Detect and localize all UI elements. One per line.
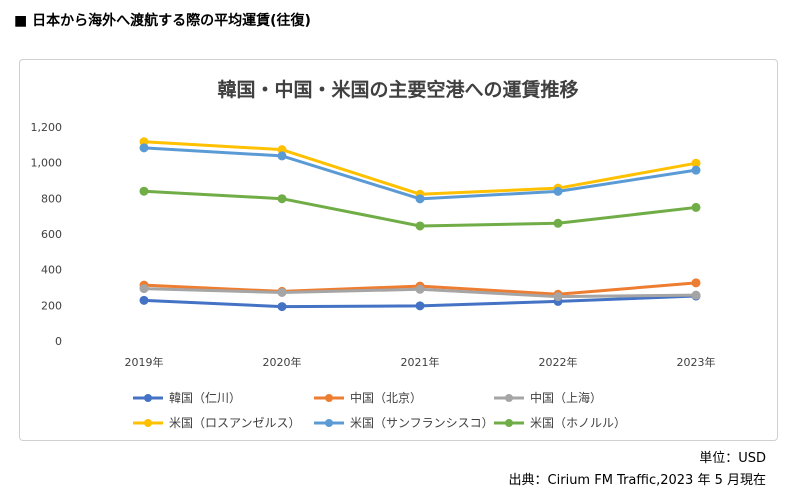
line-chart: 韓国・中国・米国の主要空港への運賃推移 0 200 400 600 800 1,000 1,… <box>31 78 716 430</box>
x-tick-label: 2021年 <box>401 355 440 369</box>
y-tick-label: 800 <box>41 192 62 205</box>
y-tick-label: 1,200 <box>31 121 63 134</box>
legend-item: 韓国（仁川） <box>133 391 241 405</box>
x-tick-label: 2023年 <box>677 355 716 369</box>
legend: 韓国（仁川） 中国（北京） 中国（上海） 米国（ロスアンゼルス） 米国（サンフランシスコ… <box>133 390 626 430</box>
data-point <box>691 165 701 175</box>
data-point <box>277 302 287 312</box>
data-point <box>691 278 701 288</box>
series-group <box>139 143 701 204</box>
data-point <box>139 186 149 196</box>
chart-title: 韓国・中国・米国の主要空港への運賃推移 <box>217 78 578 101</box>
chart-area: 韓国・中国・米国の主要空港への運賃推移 0 200 400 600 800 1,000 1,… <box>19 59 778 441</box>
legend-marker <box>505 394 513 402</box>
y-tick-label: 600 <box>41 228 62 241</box>
legend-marker <box>144 419 152 427</box>
legend-label: 中国（上海） <box>530 390 602 405</box>
legend-item: 中国（北京） <box>314 390 422 405</box>
legend-label: 中国（北京） <box>350 390 422 405</box>
data-point <box>415 301 425 311</box>
x-tick-label: 2022年 <box>539 355 578 369</box>
data-point <box>415 221 425 231</box>
data-point <box>415 284 425 294</box>
legend-item: 中国（上海） <box>494 390 602 405</box>
data-point <box>553 218 563 228</box>
data-point <box>139 284 149 294</box>
series-group <box>139 137 701 199</box>
data-point <box>277 287 287 297</box>
legend-label: 米国（ホノルル） <box>530 416 626 430</box>
legend-marker <box>325 394 333 402</box>
data-point <box>139 295 149 305</box>
x-tick-label: 2019年 <box>125 355 164 369</box>
legend-marker <box>144 394 152 402</box>
y-tick-label: 400 <box>41 264 62 277</box>
axes: 0 200 400 600 800 1,000 1,200 2019年 2020年 2021年 20… <box>31 121 716 369</box>
y-tick-label: 1,000 <box>31 157 63 170</box>
source-note: 出典：Cirium FM Traffic,2023 年 5 月現在 <box>508 473 766 488</box>
data-point <box>553 186 563 196</box>
y-tick-label: 0 <box>55 335 62 348</box>
legend-item: 米国（ロスアンゼルス） <box>133 416 301 430</box>
data-point <box>415 194 425 204</box>
legend-item: 米国（サンフランシスコ） <box>314 416 494 430</box>
series-group <box>139 186 701 231</box>
series-layer <box>139 137 701 312</box>
legend-marker <box>325 419 333 427</box>
data-point <box>691 202 701 212</box>
unit-note: 単位：USD <box>699 451 766 466</box>
data-point <box>277 151 287 161</box>
legend-label: 韓国（仁川） <box>169 391 241 405</box>
page-heading: ■ 日本から海外へ渡航する際の平均運賃(往復) <box>14 13 311 29</box>
legend-item: 米国（ホノルル） <box>494 416 626 430</box>
data-point <box>139 143 149 153</box>
data-point <box>691 290 701 300</box>
legend-label: 米国（ロスアンゼルス） <box>169 416 301 430</box>
x-tick-label: 2020年 <box>263 355 302 369</box>
legend-marker <box>505 419 513 427</box>
series-line <box>142 140 698 196</box>
data-point <box>553 292 563 302</box>
data-point <box>277 194 287 204</box>
legend-label: 米国（サンフランシスコ） <box>350 416 494 430</box>
series-group <box>139 284 701 302</box>
y-tick-label: 200 <box>41 299 62 312</box>
